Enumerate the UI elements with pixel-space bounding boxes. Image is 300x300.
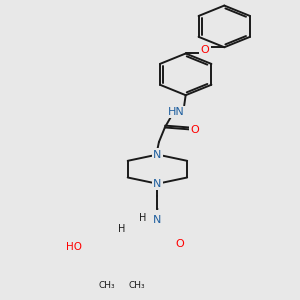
- Text: N: N: [153, 215, 162, 225]
- Text: N: N: [153, 150, 162, 160]
- Text: N: N: [153, 150, 162, 160]
- Text: O: O: [175, 239, 184, 249]
- Text: CH₃: CH₃: [128, 281, 145, 290]
- Text: HO: HO: [66, 242, 82, 252]
- Text: HN: HN: [168, 107, 185, 117]
- Text: H: H: [139, 213, 146, 223]
- Text: N: N: [153, 179, 162, 189]
- Text: O: O: [201, 45, 209, 56]
- Text: CH₃: CH₃: [99, 281, 115, 290]
- Text: O: O: [191, 124, 200, 135]
- Text: H: H: [118, 224, 125, 234]
